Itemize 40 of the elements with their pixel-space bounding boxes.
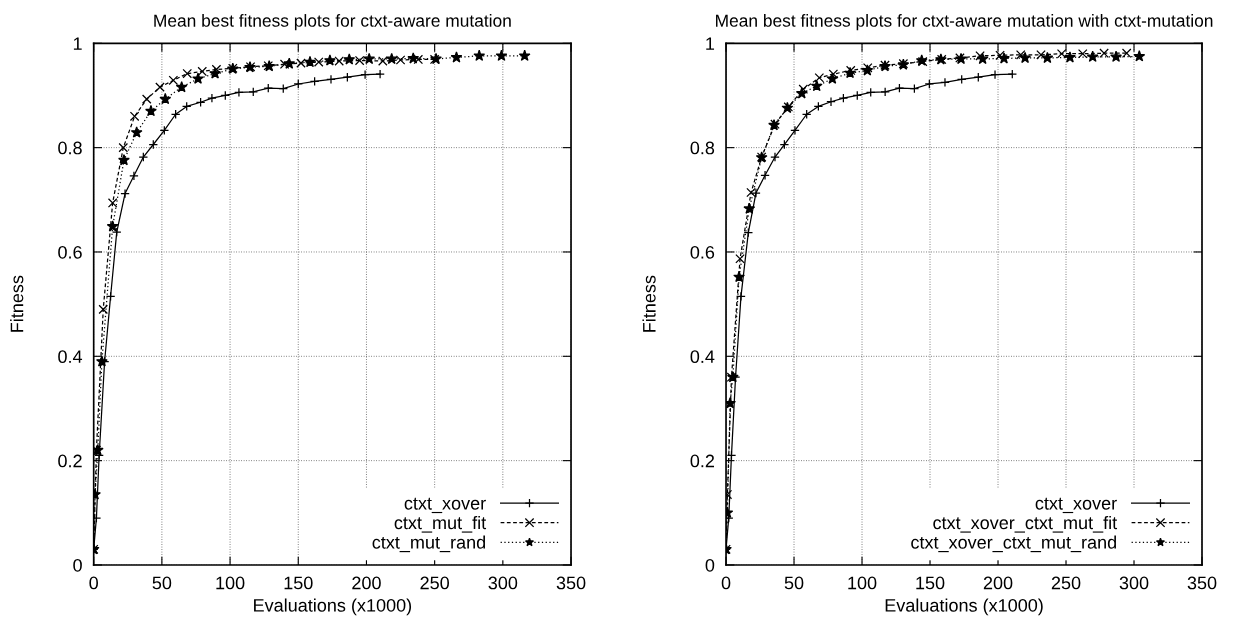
x-tick-label: 100 xyxy=(848,576,877,590)
x-tick-label: 0 xyxy=(89,576,98,590)
y-tick-label: 0.4 xyxy=(690,350,715,364)
x-axis-title: Evaluations (x1000) xyxy=(254,598,412,616)
y-tick-label: 1 xyxy=(73,37,82,50)
y-tick-label: 0.6 xyxy=(58,245,82,259)
x-tick-label: 100 xyxy=(216,576,245,590)
x-tick-label: 300 xyxy=(488,576,518,590)
x-tick-label: 50 xyxy=(784,576,804,590)
y-tick-label: 0.2 xyxy=(690,454,715,468)
legend-label: ctxt_mut_fit xyxy=(394,515,487,533)
x-tick-label: 350 xyxy=(556,576,586,590)
y-axis-title: Fitness xyxy=(642,275,656,332)
x-tick-label: 350 xyxy=(1187,576,1217,590)
x-tick-label: 0 xyxy=(721,576,731,590)
y-tick-label: 0.6 xyxy=(690,245,715,259)
y-tick-label: 0 xyxy=(705,558,715,572)
x-tick-label: 250 xyxy=(420,576,450,590)
legend-label: ctxt_mut_rand xyxy=(372,535,486,553)
chart-title: Mean best fitness plots for ctxt-aware mutation with ctxt-mutation xyxy=(716,14,1213,31)
legend-label: ctxt_xover xyxy=(1035,497,1117,514)
x-axis-title: Evaluations (x1000) xyxy=(885,598,1043,616)
x-tick-label: 150 xyxy=(284,576,313,590)
x-tick-label: 150 xyxy=(916,576,945,590)
y-axis-title: Fitness xyxy=(10,275,24,332)
legend-label: ctxt_xover xyxy=(404,497,486,514)
y-tick-label: 0.2 xyxy=(58,454,82,468)
x-tick-label: 50 xyxy=(152,576,172,590)
y-tick-label: 0.8 xyxy=(58,141,82,155)
x-tick-label: 250 xyxy=(1051,576,1081,590)
y-tick-label: 0.4 xyxy=(58,350,83,364)
y-tick-label: 0 xyxy=(73,558,82,572)
y-tick-label: 0.8 xyxy=(690,141,715,155)
legend-label: ctxt_xover_ctxt_mut_fit xyxy=(933,515,1118,533)
chart-title: Mean best fitness plots for ctxt-aware mutation xyxy=(154,14,511,31)
x-tick-label: 200 xyxy=(352,576,381,590)
x-tick-label: 300 xyxy=(1119,576,1149,590)
x-tick-label: 200 xyxy=(983,576,1013,590)
legend-label: ctxt_xover_ctxt_mut_rand xyxy=(911,535,1116,553)
y-tick-label: 1 xyxy=(706,37,715,50)
